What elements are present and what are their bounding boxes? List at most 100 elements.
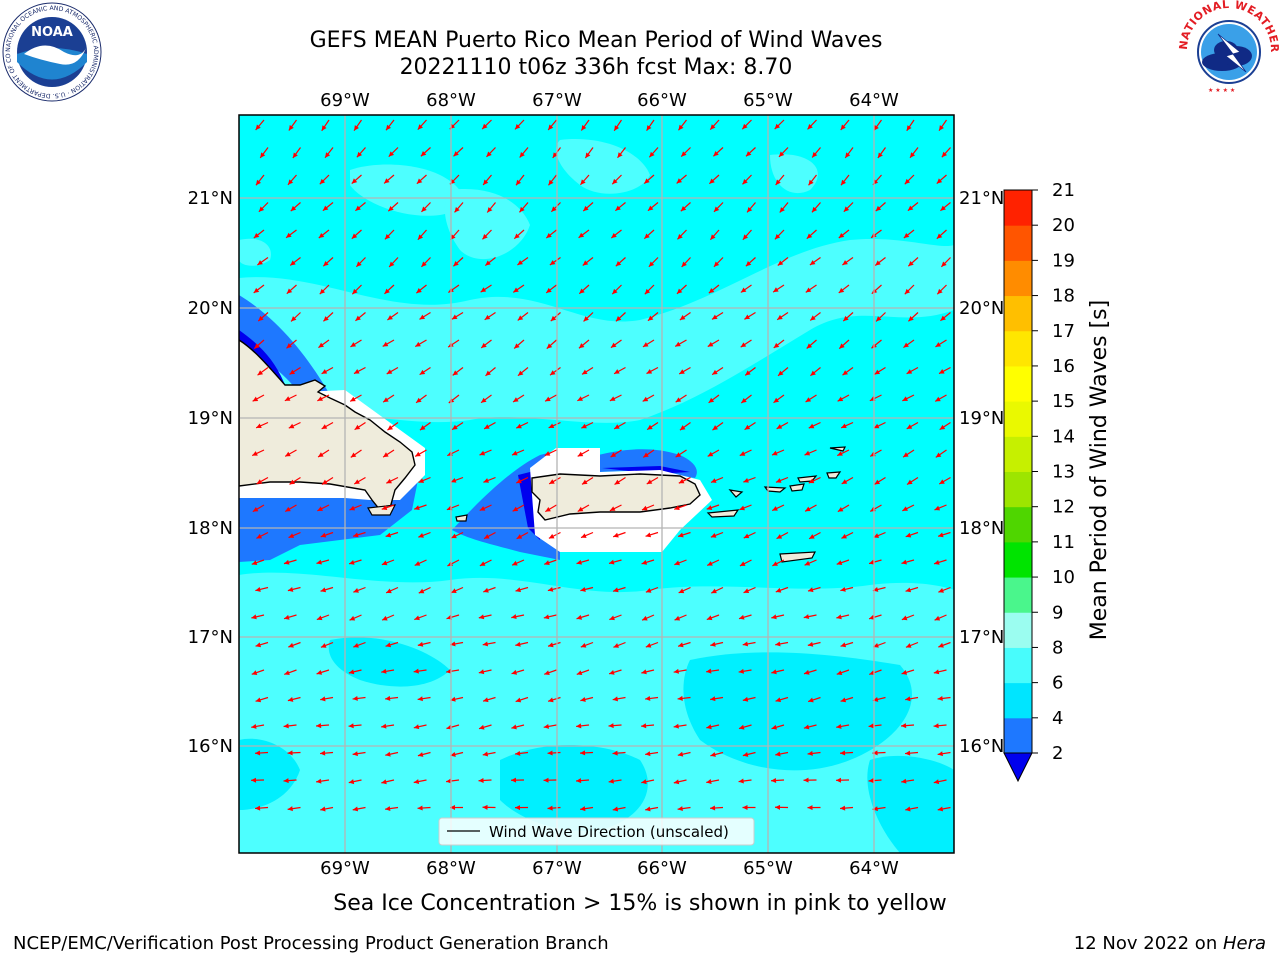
wave-vector-head (253, 287, 260, 293)
wave-vector-head (869, 614, 875, 620)
wave-vector-head (903, 452, 909, 458)
wave-vector-head (478, 777, 484, 783)
wave-vector-head (647, 205, 654, 211)
wave-vector-head (252, 506, 259, 512)
wave-vector-head (709, 178, 715, 184)
wave-vector-head (810, 315, 816, 321)
wave-vector-head (580, 587, 586, 592)
lon-label: 69°W (320, 858, 370, 879)
wave-vector-head (319, 288, 326, 295)
wave-vector-head (548, 642, 554, 648)
wave-vector-head (711, 588, 717, 594)
wave-vector-head (807, 587, 814, 593)
wave-vector-head (352, 751, 358, 757)
lon-labels-bottom: 69°W 68°W 67°W 66°W 65°W 64°W (320, 858, 899, 879)
wave-vector-head (255, 586, 261, 592)
wave-vector-head (385, 695, 391, 701)
wave-vector-head (450, 696, 456, 702)
wave-vector-head (678, 532, 684, 538)
wave-vector-head (939, 369, 945, 374)
wave-vector-head (843, 315, 849, 322)
wave-vector-head (675, 452, 682, 458)
wave-vector-head (710, 696, 716, 702)
wave-vector-head (482, 233, 488, 240)
lat-labels-right: 21°N 20°N 19°N 18°N 17°N 16°N (959, 188, 1004, 757)
wave-vector-head (617, 152, 623, 158)
wave-vector-head (836, 777, 842, 783)
wave-vector-head (545, 396, 551, 402)
wave-vector-head (807, 805, 813, 811)
wave-vector-head (354, 424, 361, 430)
wave-vector-head (283, 723, 289, 729)
wave-vector-head (772, 450, 778, 456)
wave-vector-head (257, 260, 263, 266)
wave-vector-head (251, 614, 257, 620)
wave-vector-head (902, 506, 908, 511)
wave-vector-head (511, 669, 518, 675)
colorbar-band (1004, 295, 1032, 332)
wave-vector-head (905, 806, 911, 812)
wave-vector-head (614, 369, 620, 374)
wave-vector-head (417, 234, 424, 240)
wave-vector-head (775, 697, 782, 703)
wave-vector-head (679, 315, 686, 320)
wave-vector-head (352, 288, 358, 295)
wave-vector-head (454, 206, 460, 213)
wave-vector-head (319, 178, 326, 185)
wave-vector-head (450, 805, 456, 811)
wave-vector-head (810, 370, 816, 376)
wave-vector-head (808, 697, 814, 703)
wave-vector-head (706, 668, 712, 674)
wave-vector-head (712, 369, 718, 375)
wave-vector-head (836, 614, 842, 620)
wave-vector-head (677, 751, 684, 757)
wave-vector-head (875, 260, 881, 266)
svg-text:★ ★ ★ ★: ★ ★ ★ ★ (1208, 87, 1235, 94)
wave-vector-head (286, 343, 292, 349)
wave-vector-head (578, 232, 585, 238)
wave-vector-head (804, 450, 811, 456)
wave-vector-head (642, 615, 648, 621)
colorbar-tick-label: 2 (1052, 743, 1063, 764)
wave-vector-head (323, 260, 329, 267)
wave-vector-head (577, 506, 584, 512)
wave-vector-head (644, 288, 651, 295)
wave-vector-head (317, 506, 323, 511)
wave-vector-head (739, 505, 745, 511)
wave-vector-head (385, 751, 391, 757)
wave-vector-head (483, 478, 489, 483)
colorbar-band (1004, 612, 1032, 648)
wave-vector-head (576, 670, 583, 676)
wave-vector-head (609, 506, 616, 511)
wave-vector-head (386, 369, 393, 374)
wave-vector-head (608, 559, 615, 565)
wave-vector-head (414, 615, 420, 621)
wave-vector-head (387, 315, 393, 320)
wave-vector-head (708, 288, 715, 294)
wave-vector-head (483, 587, 489, 593)
colorbar-tick-label: 20 (1052, 215, 1075, 236)
wave-vector-head (446, 778, 452, 784)
wave-vector-head (904, 178, 911, 185)
period-4-6-patches (239, 637, 954, 853)
wave-vector-head (877, 152, 883, 159)
wave-vector-head (641, 559, 648, 565)
wave-vector-head (544, 560, 550, 566)
wave-vector-head (580, 696, 586, 702)
wave-vector-head (646, 369, 653, 374)
wave-vector-head (868, 778, 874, 784)
wave-vector-head (873, 125, 879, 131)
wave-vector-head (872, 750, 878, 756)
wave-vector-head (251, 560, 258, 566)
wave-vector-head (511, 724, 517, 730)
wave-vector-head (381, 779, 387, 785)
wave-vector-head (353, 532, 359, 538)
wave-vector-head (386, 588, 392, 594)
wave-vector-head (388, 151, 395, 157)
colorbar-band (1004, 190, 1032, 226)
wave-vector-head (934, 615, 941, 621)
wave-vector-head (712, 425, 718, 431)
wave-vector-head (609, 615, 615, 621)
wave-vector-head (675, 341, 681, 347)
wave-vector-head (615, 260, 622, 267)
